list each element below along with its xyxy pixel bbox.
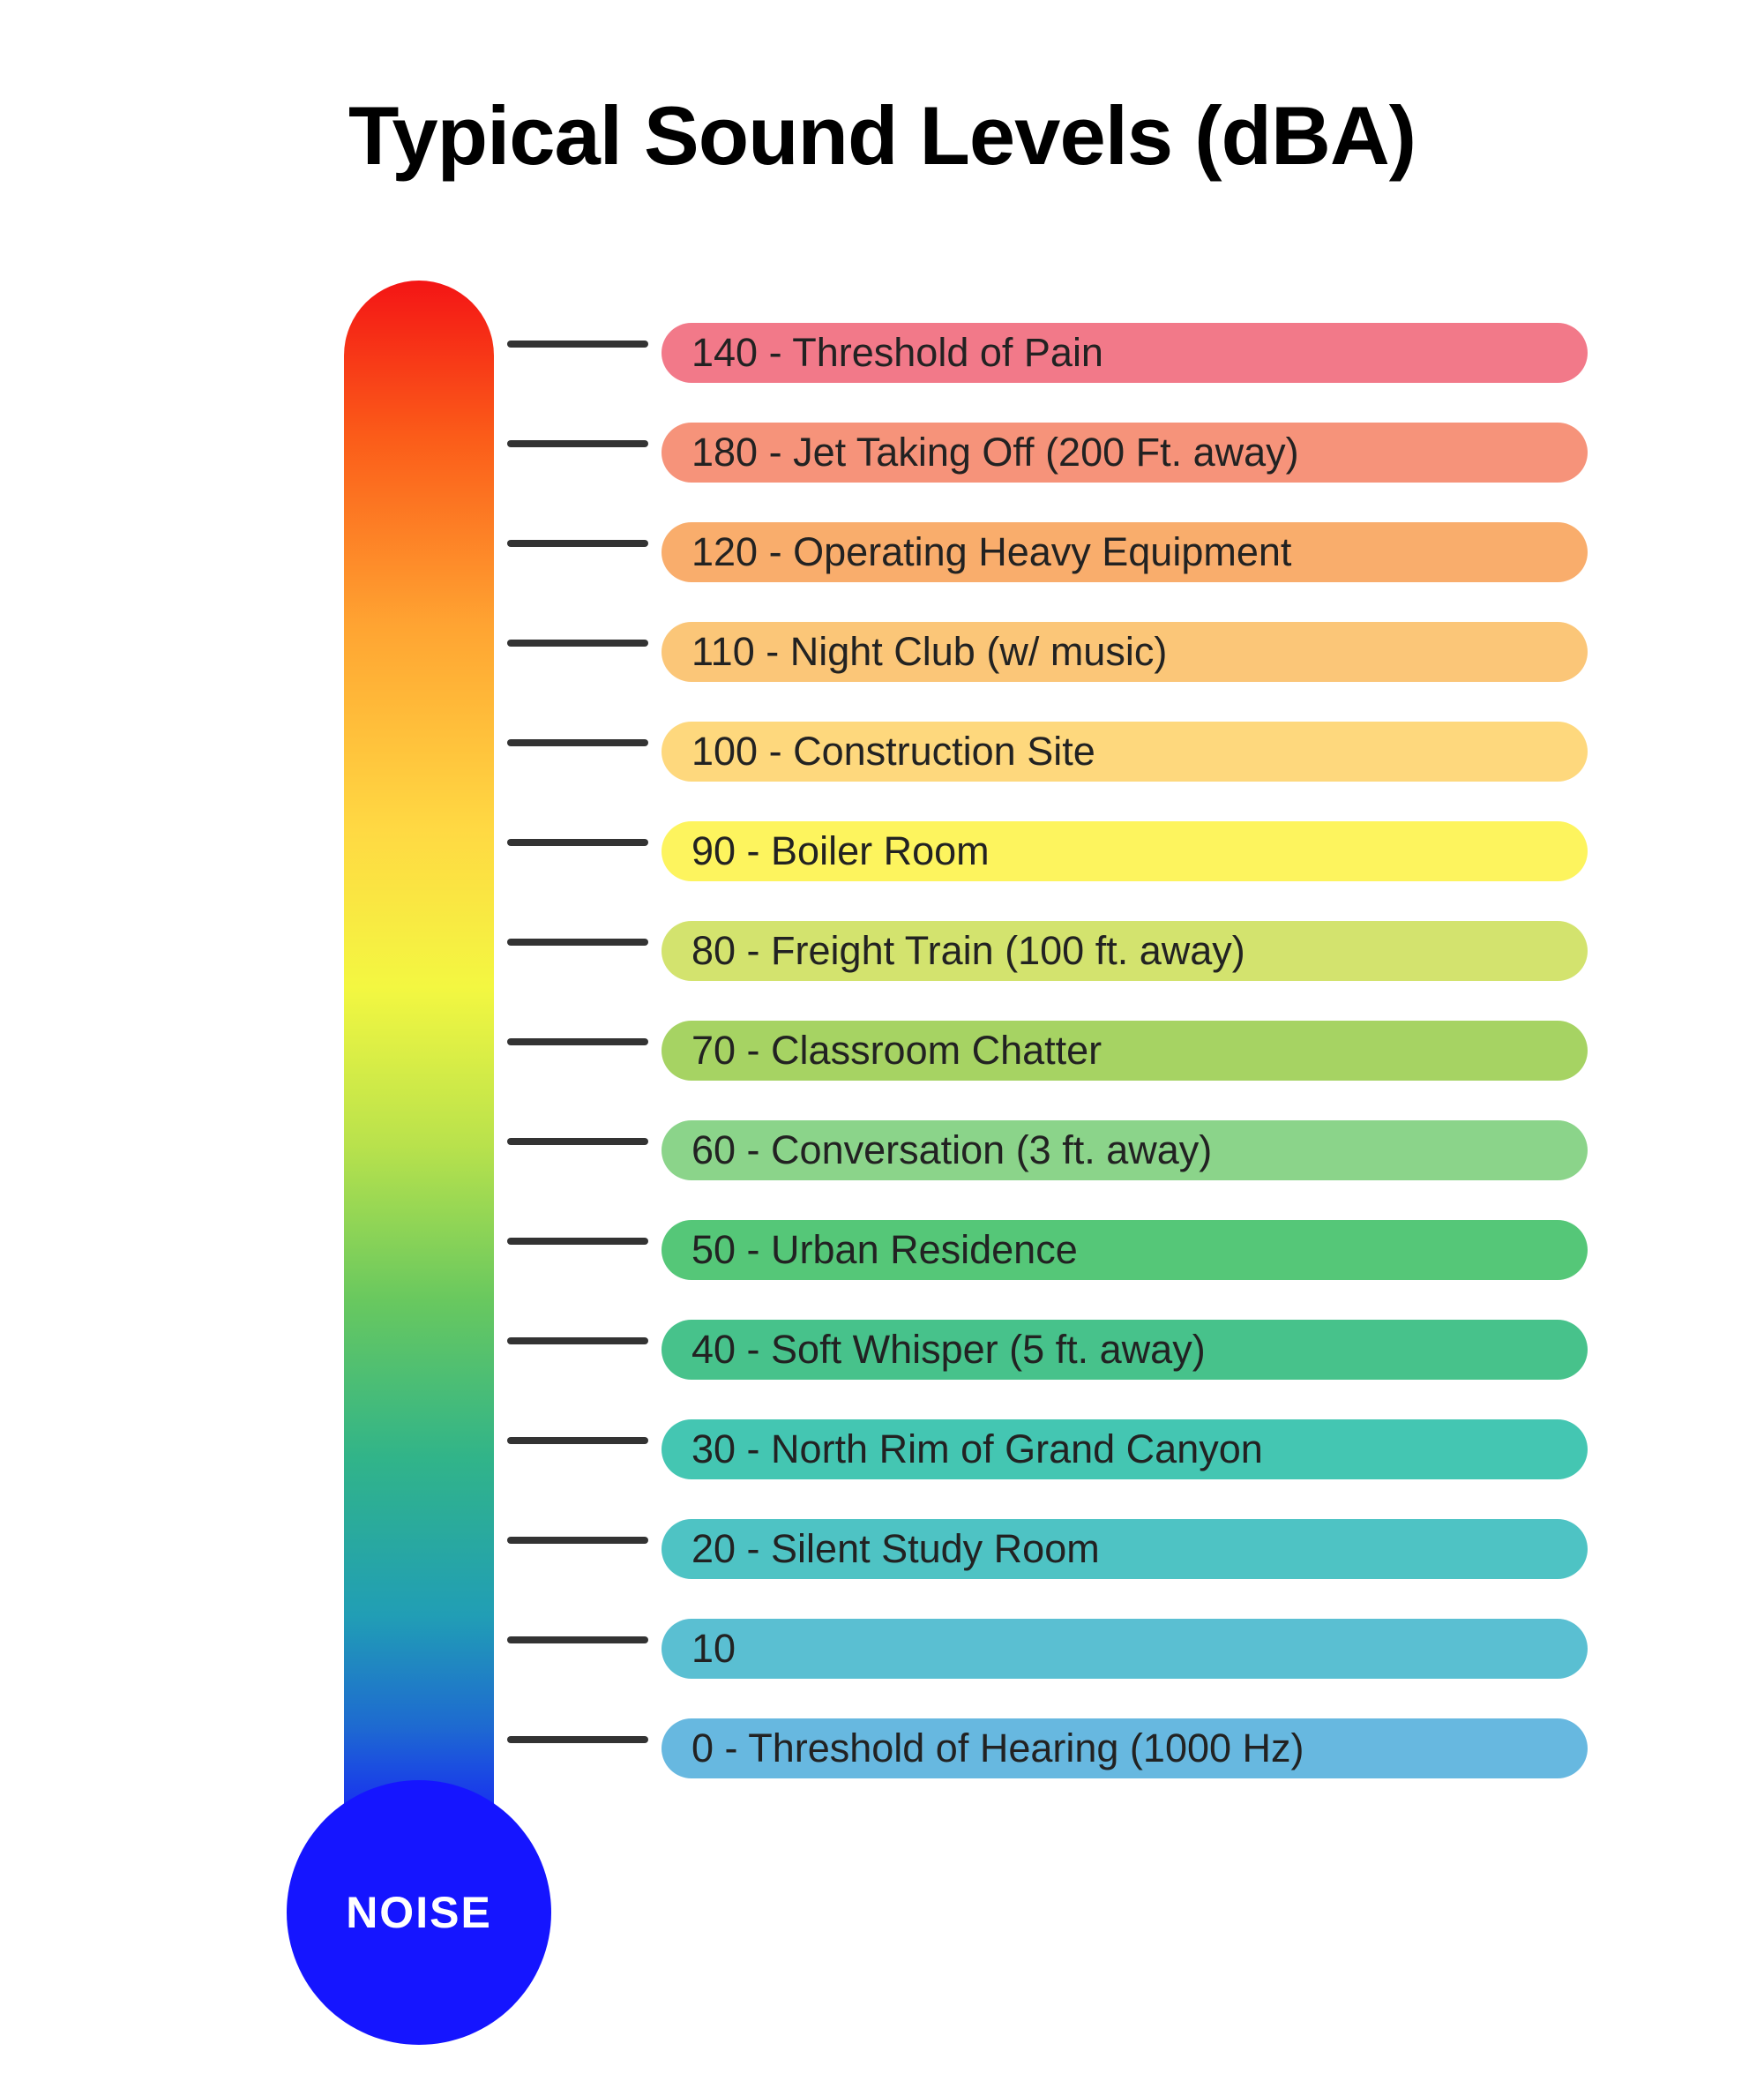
tick-mark bbox=[507, 839, 648, 846]
level-pill-label: 90 - Boiler Room bbox=[691, 828, 990, 874]
tick-mark bbox=[507, 540, 648, 547]
tick-mark bbox=[507, 939, 648, 946]
level-pills-column: 140 - Threshold of Pain 180 - Jet Taking … bbox=[662, 281, 1685, 1818]
level-pill-label: 180 - Jet Taking Off (200 Ft. away) bbox=[691, 430, 1299, 475]
page-title: Typical Sound Levels (dBA) bbox=[79, 88, 1685, 183]
level-pill: 50 - Urban Residence bbox=[662, 1220, 1588, 1280]
level-pill: 180 - Jet Taking Off (200 Ft. away) bbox=[662, 423, 1588, 483]
level-pill: 10 bbox=[662, 1619, 1588, 1679]
level-pill-label: 70 - Classroom Chatter bbox=[691, 1028, 1102, 1074]
tick-mark bbox=[507, 440, 648, 447]
tick-mark bbox=[507, 1238, 648, 1245]
level-pill-label: 100 - Construction Site bbox=[691, 729, 1095, 775]
tick-marks-column bbox=[494, 281, 662, 1836]
level-pill: 70 - Classroom Chatter bbox=[662, 1021, 1588, 1081]
level-pill: 140 - Threshold of Pain bbox=[662, 323, 1588, 383]
tick-mark bbox=[507, 1636, 648, 1643]
level-pill: 30 - North Rim of Grand Canyon bbox=[662, 1419, 1588, 1479]
thermometer-bulb: NOISE bbox=[287, 1780, 551, 2045]
level-pill-label: 120 - Operating Heavy Equipment bbox=[691, 529, 1291, 575]
level-pill-label: 20 - Silent Study Room bbox=[691, 1526, 1100, 1572]
level-pill: 20 - Silent Study Room bbox=[662, 1519, 1588, 1579]
level-pill: 40 - Soft Whisper (5 ft. away) bbox=[662, 1320, 1588, 1380]
sound-level-chart: NOISE 140 - Threshold of Pain 180 - Jet T… bbox=[79, 281, 1685, 1851]
level-pill: 80 - Freight Train (100 ft. away) bbox=[662, 921, 1588, 981]
level-pill-label: 50 - Urban Residence bbox=[691, 1227, 1078, 1273]
level-pill-label: 80 - Freight Train (100 ft. away) bbox=[691, 928, 1245, 974]
tick-mark bbox=[507, 739, 648, 746]
level-pill-label: 140 - Threshold of Pain bbox=[691, 330, 1103, 376]
thermometer-tube bbox=[344, 281, 494, 1851]
level-pill: 90 - Boiler Room bbox=[662, 821, 1588, 881]
level-pill-label: 30 - North Rim of Grand Canyon bbox=[691, 1426, 1263, 1472]
thermometer-bulb-label: NOISE bbox=[346, 1887, 492, 1938]
level-pill-label: 10 bbox=[691, 1626, 736, 1672]
tick-mark bbox=[507, 341, 648, 348]
tick-mark bbox=[507, 1736, 648, 1743]
level-pill-label: 40 - Soft Whisper (5 ft. away) bbox=[691, 1327, 1206, 1373]
tick-mark bbox=[507, 1537, 648, 1544]
level-pill: 60 - Conversation (3 ft. away) bbox=[662, 1120, 1588, 1180]
tick-mark bbox=[507, 1138, 648, 1145]
level-pill: 110 - Night Club (w/ music) bbox=[662, 622, 1588, 682]
level-pill-label: 60 - Conversation (3 ft. away) bbox=[691, 1127, 1212, 1173]
tick-mark bbox=[507, 1437, 648, 1444]
level-pill-label: 110 - Night Club (w/ music) bbox=[691, 629, 1167, 675]
level-pill: 100 - Construction Site bbox=[662, 722, 1588, 782]
level-pill-label: 0 - Threshold of Hearing (1000 Hz) bbox=[691, 1725, 1304, 1771]
tick-mark bbox=[507, 1337, 648, 1344]
tick-mark bbox=[507, 640, 648, 647]
level-pill: 0 - Threshold of Hearing (1000 Hz) bbox=[662, 1718, 1588, 1778]
tick-mark bbox=[507, 1038, 648, 1045]
level-pill: 120 - Operating Heavy Equipment bbox=[662, 522, 1588, 582]
thermometer: NOISE bbox=[344, 281, 494, 1851]
